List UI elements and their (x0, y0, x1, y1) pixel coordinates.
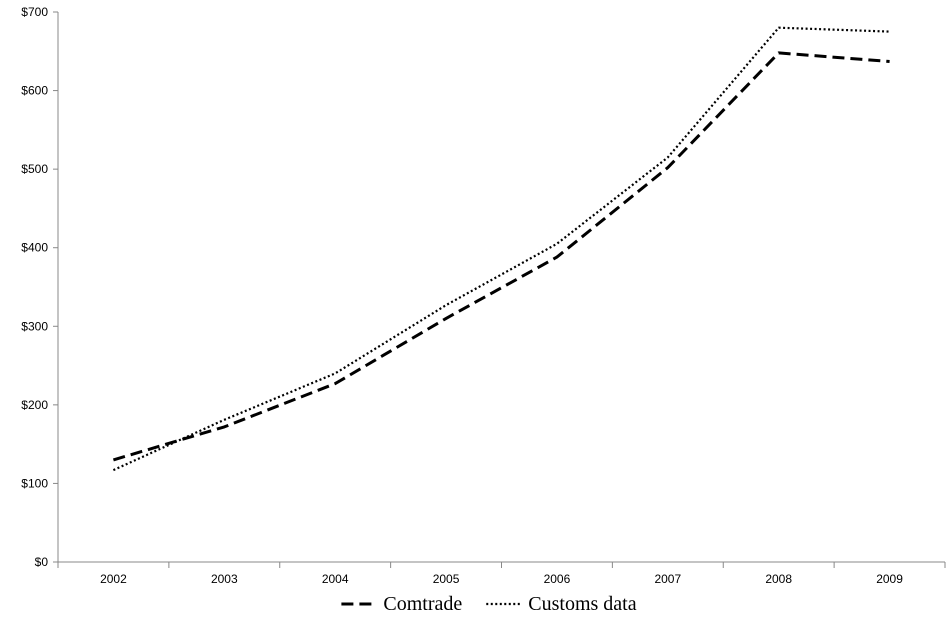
axes-group (57, 12, 945, 563)
y-tick-label: $100 (21, 476, 48, 490)
x-tick-label: 2004 (322, 572, 349, 586)
legend-label-comtrade: Comtrade (383, 593, 462, 615)
legend-label-customs-data: Customs data (528, 593, 636, 615)
x-tick-label: 2003 (211, 572, 238, 586)
x-tick-label: 2009 (876, 572, 903, 586)
x-tick-group: 2002 2003 2004 2005 2006 2007 2008 2009 (57, 562, 946, 586)
y-tick-label: $500 (21, 162, 48, 176)
x-tick-label: 2007 (654, 572, 681, 586)
x-tick-label: 2005 (433, 572, 460, 586)
series-line-customs-data (112, 26, 890, 472)
y-tick-label: $600 (21, 84, 48, 98)
y-tick-label: $700 (21, 5, 48, 19)
series-group (112, 26, 890, 472)
y-tick-label: $200 (21, 398, 48, 412)
y-tick-label: $300 (21, 319, 48, 333)
x-tick-label: 2002 (100, 572, 127, 586)
y-tick-label: $400 (21, 241, 48, 255)
x-tick-label: 2008 (765, 572, 792, 586)
y-tick-group: $0 $100 $200 $300 $400 $500 $600 $700 (21, 5, 58, 569)
x-tick-label: 2006 (544, 572, 571, 586)
legend: Comtrade Customs data (341, 593, 637, 615)
y-tick-label: $0 (35, 555, 49, 569)
series-line-comtrade (112, 51, 890, 462)
